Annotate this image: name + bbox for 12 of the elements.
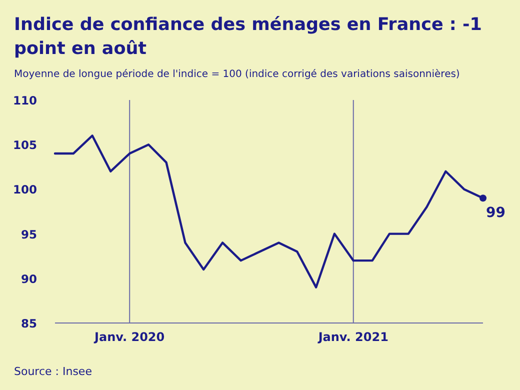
x-tick-label: Janv. 2021 [317,330,388,344]
data-label: 99 [486,205,506,222]
y-tick-label: 100 [12,182,37,197]
x-tick-label: Janv. 2020 [94,330,165,344]
y-tick-label: 110 [12,94,37,108]
chart-title: Indice de confiance des ménages en France : -1 point en août [14,15,482,59]
y-tick-label: 95 [20,227,37,242]
y-tick-label: 85 [20,316,37,330]
source-note: Source : Insee [14,365,92,378]
chart-subtitle: Moyenne de longue période de l'indice = 100 (indice corrigé des variations saisonnières) [14,69,460,80]
y-tick-label: 90 [20,272,37,286]
y-tick-label: 105 [12,138,37,152]
